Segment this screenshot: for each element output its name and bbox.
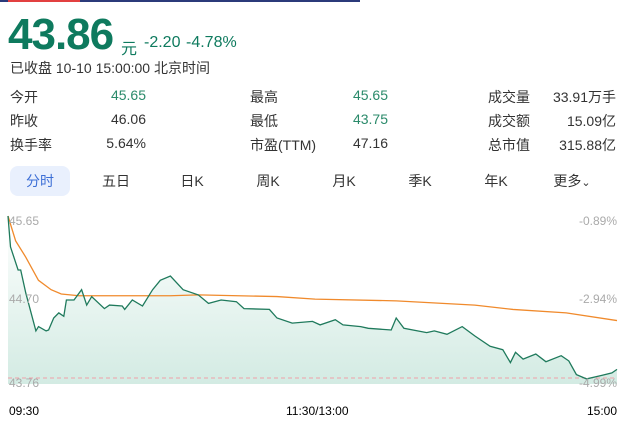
- stat-label: 最高: [250, 89, 278, 105]
- top-accent-red: [8, 0, 80, 2]
- stat-label: 昨收: [10, 113, 38, 129]
- stat-value: 45.65: [110, 87, 146, 103]
- price-change: -2.20: [144, 34, 181, 51]
- y-tick-right: -2.94%: [578, 292, 617, 306]
- tab-0[interactable]: 分时: [10, 166, 70, 196]
- stat-label: 换手率: [10, 137, 52, 153]
- stat-label: 最低: [250, 113, 278, 129]
- tab-label: 五日: [102, 173, 130, 189]
- stat-value: 45.65: [352, 87, 388, 103]
- y-tick-left: 45.65: [9, 214, 40, 228]
- stat-value: 15.09亿: [566, 113, 616, 129]
- x-tick: 09:30: [9, 404, 40, 418]
- y-tick-right: -0.89%: [578, 214, 617, 228]
- tab-label: 年K: [484, 173, 508, 189]
- avg-price-line: [7, 215, 618, 322]
- tab-label: 更多: [553, 173, 582, 189]
- y-tick-right: -4.99%: [578, 376, 617, 390]
- chevron-down-icon: ⌄: [581, 177, 591, 189]
- price-change-pct: -4.78%: [186, 34, 237, 51]
- stat-value: 43.75: [352, 111, 388, 127]
- tab-label: 分时: [26, 173, 54, 189]
- stat-value: 33.91万手: [552, 89, 616, 105]
- price-area: [8, 216, 617, 384]
- tab-label: 周K: [256, 173, 280, 189]
- stat-value: 315.88亿: [559, 137, 616, 153]
- tab-1[interactable]: 五日: [86, 166, 146, 196]
- x-tick: 11:30/13:00: [286, 404, 349, 418]
- tab-3[interactable]: 周K: [238, 166, 298, 196]
- stat-value: 5.64%: [106, 135, 146, 151]
- intraday-chart: [7, 215, 618, 384]
- stat-label: 成交量: [488, 89, 530, 105]
- y-tick-left: 43.76: [9, 376, 40, 390]
- x-tick: 15:00: [586, 404, 617, 418]
- stat-label: 市盈(TTM): [250, 137, 317, 153]
- tab-6[interactable]: 年K: [466, 166, 526, 196]
- tab-2[interactable]: 日K: [162, 166, 222, 196]
- tab-label: 日K: [180, 173, 204, 189]
- tab-5[interactable]: 季K: [390, 166, 450, 196]
- tab-4[interactable]: 月K: [314, 166, 374, 196]
- stat-label: 今开: [10, 89, 38, 105]
- stat-label: 成交额: [488, 113, 530, 129]
- stat-label: 总市值: [488, 137, 530, 153]
- tab-label: 月K: [332, 173, 356, 189]
- tab-label: 季K: [408, 173, 432, 189]
- price-unit: 元: [121, 41, 138, 58]
- top-accent-bar: [0, 0, 360, 2]
- market-status: 已收盘 10-10 15:00:00 北京时间: [10, 60, 210, 76]
- stat-value: 46.06: [110, 111, 146, 127]
- price-line: [7, 215, 618, 380]
- current-price: 43.86: [8, 10, 114, 59]
- tab-7[interactable]: 更多⌄: [542, 166, 602, 196]
- stat-value: 47.16: [352, 135, 388, 151]
- y-tick-left: 44.70: [9, 292, 40, 306]
